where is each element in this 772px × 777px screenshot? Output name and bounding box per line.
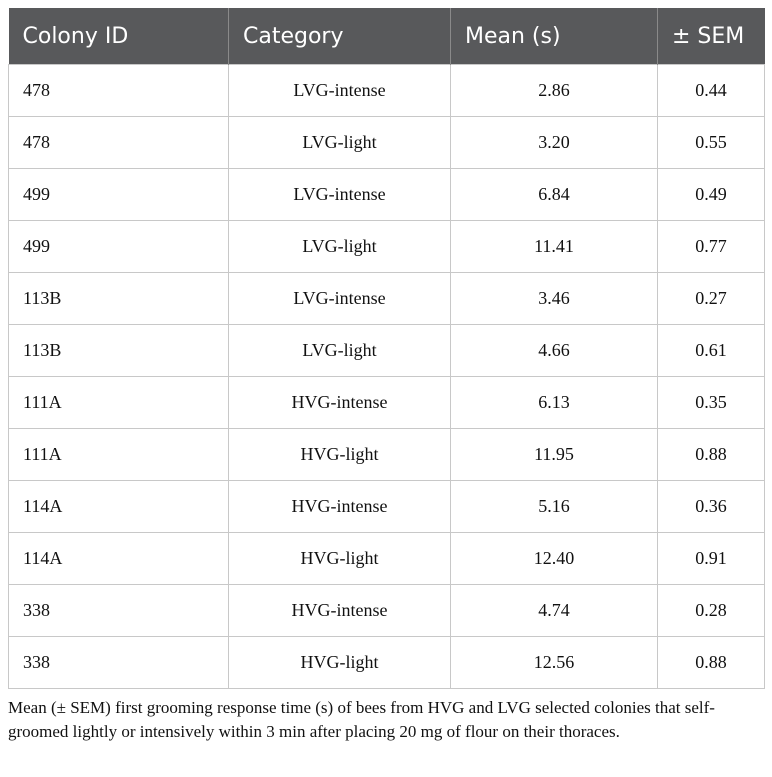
- table-cell: 338: [8, 584, 229, 637]
- table-row: 111A HVG-intense 6.13 0.35: [8, 376, 765, 429]
- table-cell: 3.46: [450, 272, 658, 325]
- table-cell: 0.55: [657, 116, 765, 169]
- table-row: 478 LVG-intense 2.86 0.44: [8, 64, 765, 117]
- table-cell: 12.40: [450, 532, 658, 585]
- table-cell: 12.56: [450, 636, 658, 689]
- table-cell: LVG-light: [228, 324, 451, 377]
- table-cell: 0.49: [657, 168, 765, 221]
- table-cell: HVG-intense: [228, 584, 451, 637]
- table-row: 499 LVG-light 11.41 0.77: [8, 220, 765, 273]
- header-cell: Category: [228, 8, 451, 65]
- table-row: 478 LVG-light 3.20 0.55: [8, 116, 765, 169]
- table-cell: 4.74: [450, 584, 658, 637]
- table-cell: HVG-intense: [228, 480, 451, 533]
- table-cell: LVG-light: [228, 116, 451, 169]
- table-row: 113B LVG-light 4.66 0.61: [8, 324, 765, 377]
- table-row: 113B LVG-intense 3.46 0.27: [8, 272, 765, 325]
- table-cell: 113B: [8, 272, 229, 325]
- table-row: 114A HVG-light 12.40 0.91: [8, 532, 765, 585]
- table-row: 499 LVG-intense 6.84 0.49: [8, 168, 765, 221]
- table-row: 111A HVG-light 11.95 0.88: [8, 428, 765, 481]
- table-cell: 114A: [8, 532, 229, 585]
- table-cell: 0.88: [657, 636, 765, 689]
- table-cell: HVG-light: [228, 428, 451, 481]
- table-cell: 6.84: [450, 168, 658, 221]
- table-cell: LVG-intense: [228, 168, 451, 221]
- header-cell: Colony ID: [8, 8, 229, 65]
- table-cell: 0.77: [657, 220, 765, 273]
- table-cell: 4.66: [450, 324, 658, 377]
- table-cell: HVG-light: [228, 532, 451, 585]
- table-cell: 0.61: [657, 324, 765, 377]
- table-cell: 111A: [8, 428, 229, 481]
- table-cell: 0.28: [657, 584, 765, 637]
- table-row: 114A HVG-intense 5.16 0.36: [8, 480, 765, 533]
- table-row: 338 HVG-intense 4.74 0.28: [8, 584, 765, 637]
- table-cell: 113B: [8, 324, 229, 377]
- table-cell: HVG-light: [228, 636, 451, 689]
- table-cell: LVG-intense: [228, 272, 451, 325]
- table-cell: 0.91: [657, 532, 765, 585]
- table-cell: LVG-intense: [228, 64, 451, 117]
- table-cell: 11.95: [450, 428, 658, 481]
- table-cell: 111A: [8, 376, 229, 429]
- table-cell: 0.35: [657, 376, 765, 429]
- header-cell: ± SEM: [657, 8, 765, 65]
- table-cell: 0.36: [657, 480, 765, 533]
- table-cell: 499: [8, 168, 229, 221]
- table-cell: 2.86: [450, 64, 658, 117]
- data-table: Colony ID Category Mean (s) ± SEM 478 LVG-in…: [8, 8, 765, 689]
- table-cell: 0.27: [657, 272, 765, 325]
- table-cell: 5.16: [450, 480, 658, 533]
- header-cell: Mean (s): [450, 8, 658, 65]
- table-body: 478 LVG-intense 2.86 0.44 478 LVG-light 3.20 0.…: [8, 64, 765, 689]
- table-cell: 499: [8, 220, 229, 273]
- table-cell: 0.44: [657, 64, 765, 117]
- table-cell: 0.88: [657, 428, 765, 481]
- table-cell: 478: [8, 64, 229, 117]
- header-row: Colony ID Category Mean (s) ± SEM: [8, 8, 765, 65]
- table-cell: 11.41: [450, 220, 658, 273]
- table-cell: 478: [8, 116, 229, 169]
- table-cell: LVG-light: [228, 220, 451, 273]
- table-cell: HVG-intense: [228, 376, 451, 429]
- table-cell: 3.20: [450, 116, 658, 169]
- table-cell: 338: [8, 636, 229, 689]
- table-cell: 6.13: [450, 376, 658, 429]
- table-row: 338 HVG-light 12.56 0.88: [8, 636, 765, 689]
- caption: Mean (± SEM) first grooming response tim…: [8, 698, 715, 741]
- table-cell: 114A: [8, 480, 229, 533]
